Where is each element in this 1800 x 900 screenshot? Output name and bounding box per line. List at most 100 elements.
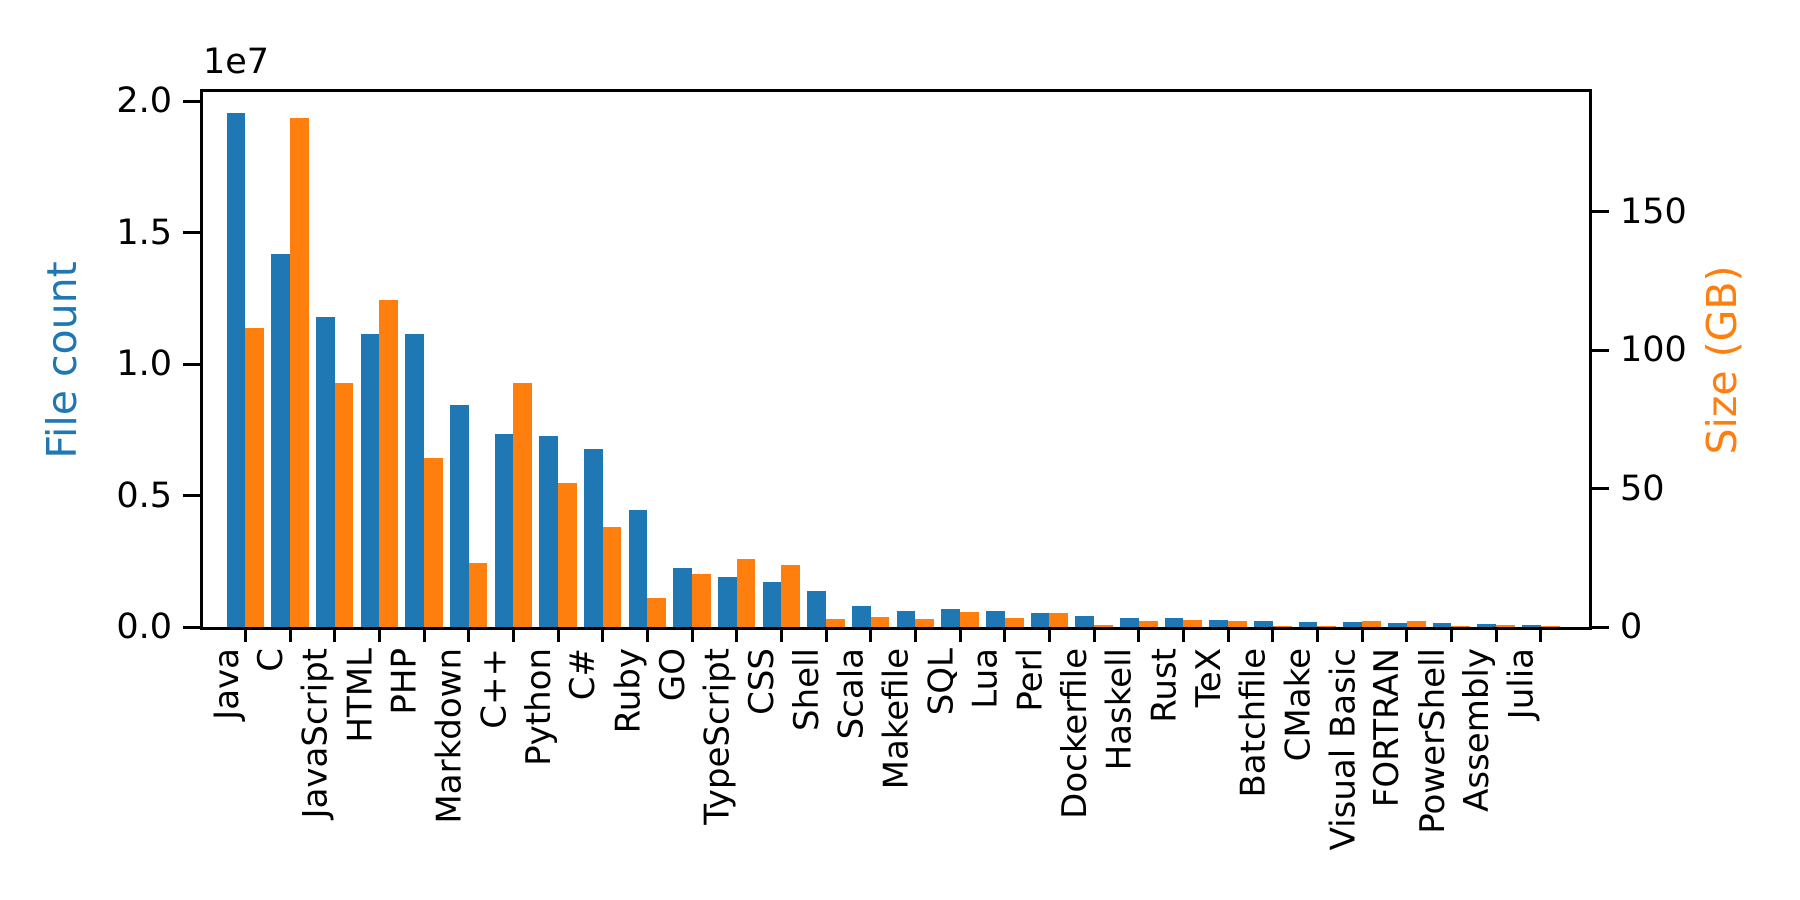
x-tick-label-dockerfile: Dockerfile [1055,648,1095,819]
bar-file-count-julia [1522,625,1541,627]
x-tick-perl [1047,630,1051,642]
bar-size-gb-javascript [334,383,354,627]
bar-size-gb-c [513,383,533,627]
x-tick-label-ruby: Ruby [608,648,649,734]
left-y-tick-label-0.5: 0.5 [116,475,172,516]
category-slot-shell [804,92,849,627]
x-tick-label-cmake: CMake [1278,648,1319,762]
category-slot-dockerfile [1072,92,1117,627]
x-tick-rust [1181,630,1185,642]
bar-file-count-c [583,449,603,627]
x-tick-sql [958,630,962,642]
category-slot-sql [938,92,983,627]
bar-file-count-cmake [1298,622,1318,627]
x-tick-label-c: C++ [474,648,515,729]
right-y-tick-label-150: 150 [1620,191,1687,232]
x-tick-visual-basic [1360,630,1364,642]
category-slot-rust [1161,92,1206,627]
bar-file-count-makefile [896,610,916,627]
x-tick-label-javascript: JavaScript [295,648,336,819]
left-y-tick-0.0 [183,625,200,629]
category-slot-cmake [1295,92,1340,627]
bar-file-count-c [271,253,290,627]
x-tick-fortran [1405,630,1409,642]
bar-size-gb-c [290,117,309,627]
category-slot-go [670,92,715,627]
left-y-tick-label-1.5: 1.5 [116,212,172,253]
category-slot-perl [1027,92,1072,627]
x-tick-label-php: PHP [385,648,425,715]
bar-size-gb-markdown [468,563,488,627]
left-y-tick-label-0.0: 0.0 [116,607,172,647]
x-tick-label-batchfile: Batchfile [1233,648,1274,798]
x-tick-scala [869,630,873,642]
bar-file-count-typescript [717,577,737,627]
bar-size-gb-css [781,564,801,627]
x-tick-label-julia: Julia [1501,648,1542,720]
x-tick-label-tex: TeX [1189,648,1229,708]
x-tick-markdown [467,630,471,642]
bar-file-count-html [360,333,380,627]
category-slot-lua [982,92,1027,627]
bar-file-count-python [539,435,559,627]
bar-size-gb-julia [1540,626,1560,627]
bar-file-count-lua [986,611,1005,627]
bar-file-count-visual-basic [1343,621,1363,627]
bar-size-gb-perl [1049,613,1069,627]
category-slot-haskell [1116,92,1161,627]
x-tick-label-makefile: Makefile [876,648,917,790]
x-tick-label-css: CSS [742,648,783,715]
bar-file-count-perl [1030,612,1050,627]
category-slot-visual-basic [1340,92,1385,627]
category-slot-assembly [1474,92,1519,627]
bar-file-count-powershell [1432,622,1452,627]
bar-file-count-assembly [1477,624,1497,627]
bar-file-count-php [405,333,425,627]
category-slot-python [536,92,581,627]
x-tick-html [377,630,381,642]
right-y-tick-label-100: 100 [1620,330,1687,371]
bar-size-gb-visual-basic [1362,621,1381,627]
x-tick-powershell [1449,630,1453,642]
left-y-tick-label-1.0: 1.0 [116,344,172,385]
x-tick-dockerfile [1092,630,1096,642]
bar-file-count-java [226,113,246,627]
x-tick-typescript [735,630,739,642]
bar-file-count-markdown [449,404,469,627]
bar-file-count-rust [1164,618,1184,627]
bar-file-count-batchfile [1254,620,1273,627]
category-slot-scala [848,92,893,627]
x-tick-julia [1539,630,1543,642]
bar-size-gb-go [692,574,711,627]
category-slot-java [223,92,268,627]
x-tick-label-haskell: Haskell [1099,648,1140,771]
category-slot-powershell [1429,92,1474,627]
category-slot-batchfile [1250,92,1295,627]
x-tick-tex [1226,630,1230,642]
x-tick-label-c: C# [563,648,604,701]
right-axis-label: Size (GB) [1698,265,1746,455]
left-y-tick-0.5 [183,494,200,498]
bar-size-gb-html [379,300,399,627]
x-tick-java [243,630,247,642]
category-slot-makefile [893,92,938,627]
category-slot-c [268,92,313,627]
right-y-tick-100 [1592,348,1609,352]
x-tick-label-visual-basic: Visual Basic [1323,648,1363,851]
bar-size-gb-php [424,458,443,627]
bar-size-gb-typescript [736,559,756,627]
x-tick-label-lua: Lua [965,648,1006,709]
x-tick-label-scala: Scala [831,648,872,740]
bar-size-gb-fortran [1406,621,1426,627]
category-slot-css [759,92,804,627]
category-slot-tex [1206,92,1251,627]
bar-file-count-c [494,433,514,627]
bar-size-gb-haskell [1138,621,1158,627]
x-tick-label-html: HTML [340,648,381,743]
x-tick-makefile [913,630,917,642]
bar-file-count-css [762,582,782,627]
bar-size-gb-java [245,328,265,627]
category-slot-typescript [714,92,759,627]
bar-file-count-ruby [628,510,648,627]
